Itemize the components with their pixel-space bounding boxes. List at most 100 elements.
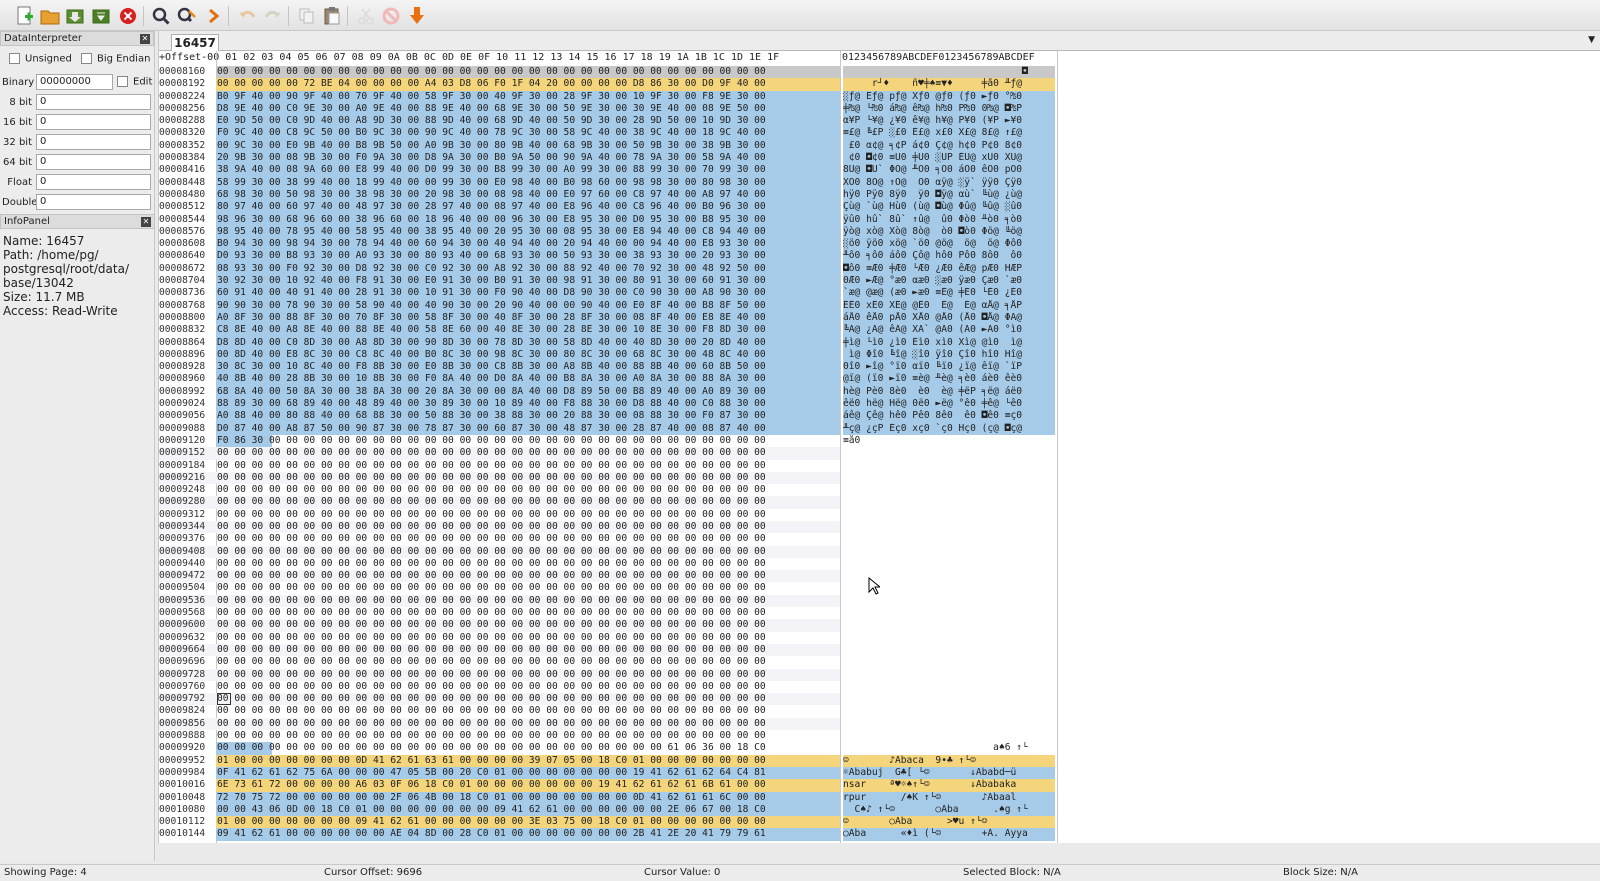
interpreter-value-field[interactable]: 0 <box>36 194 151 210</box>
binary-field[interactable]: 00000000 <box>36 74 113 90</box>
row-ascii[interactable]: ☼Ababuj G♣[ └☺ ↓Ababd─ü <box>843 766 1055 780</box>
row-ascii[interactable]: ░ö0 ÿö0 xö@ `ö0 @ö@ ö@ ö@ Φô0 <box>843 238 1055 251</box>
hex-row[interactable]: 00009440 00 00 00 00 00 00 00 00 00 00 00… <box>159 558 840 570</box>
hex-row[interactable]: 00008480 68 98 30 00 50 98 30 00 38 98 30… <box>159 188 1055 202</box>
row-ascii[interactable]: ì@ Φî0 ╚î@ ░î0 ÿî0 Çî0 hî0 Hî@ <box>843 348 1055 362</box>
paste-icon[interactable] <box>321 5 343 27</box>
row-bytes[interactable]: A0 8F 30 00 88 8F 30 00 70 8F 30 00 58 8… <box>216 311 840 325</box>
row-bytes[interactable]: 09 41 62 61 00 00 00 00 00 00 AE 04 8D 0… <box>216 828 840 841</box>
row-ascii[interactable]: hÿ0 Pÿ0 8ÿ0 ÿ0 ◘ÿ@ αù` ╚ù@ ¿ù@ <box>843 188 1055 202</box>
row-ascii[interactable]: ╚Ä@ ¿Ä@ êÄ@ XÄ` @Ä0 (Ä0 ►Ä0 °ì0 <box>843 324 1055 337</box>
hex-row[interactable]: 00009664 00 00 00 00 00 00 00 00 00 00 00… <box>159 643 840 657</box>
hex-row[interactable]: 00010144 09 41 62 61 00 00 00 00 00 00 AE… <box>159 828 1055 841</box>
hex-row[interactable]: 00008896 00 8D 40 00 E8 8C 30 00 C8 8C 40… <box>159 348 1055 362</box>
tab-16457[interactable]: 16457 <box>171 34 219 51</box>
row-bytes[interactable]: 00 00 00 00 00 00 00 00 00 00 00 00 00 0… <box>217 680 766 692</box>
cancel-icon[interactable] <box>380 5 402 27</box>
hex-row[interactable]: 00009536 00 00 00 00 00 00 00 00 00 00 00… <box>159 594 840 608</box>
row-bytes[interactable]: 00 00 00 00 00 00 00 00 00 00 00 00 00 0… <box>217 496 766 508</box>
row-bytes[interactable]: 00 00 00 00 00 00 00 00 00 00 00 00 00 0… <box>217 705 766 717</box>
row-bytes[interactable]: 00 00 00 00 00 00 00 00 00 00 00 00 00 0… <box>217 668 766 680</box>
row-bytes[interactable]: 98 95 40 00 78 95 40 00 58 95 40 00 38 9… <box>216 225 840 239</box>
row-ascii[interactable]: ◘ <box>843 66 1055 79</box>
row-bytes[interactable]: 00 00 00 00 00 00 00 00 00 00 00 00 00 0… <box>217 607 766 619</box>
hex-row[interactable]: 00008992 68 8A 40 00 50 8A 30 00 38 8A 30… <box>159 385 1055 399</box>
hex-row[interactable]: 00009184 00 00 00 00 00 00 00 00 00 00 00… <box>159 460 840 472</box>
find-replace-icon[interactable] <box>176 5 198 27</box>
hex-row[interactable]: 00009344 00 00 00 00 00 00 00 00 00 00 00… <box>159 520 840 534</box>
hex-row[interactable]: 00009888 00 00 00 00 00 00 00 00 00 00 00… <box>159 730 840 742</box>
hex-row[interactable]: 00010048 72 70 75 72 00 00 00 00 00 00 2F… <box>159 791 1055 804</box>
row-bytes[interactable]: 00 00 00 00 00 00 00 00 00 00 00 00 00 0… <box>217 582 766 594</box>
row-bytes[interactable]: E0 9D 50 00 C0 9D 40 00 A8 9D 30 00 88 9… <box>216 115 840 128</box>
row-bytes[interactable]: 80 97 40 00 60 97 40 00 48 97 30 00 28 9… <box>216 201 840 214</box>
unsigned-check-box[interactable] <box>9 53 20 64</box>
big-endian-checkbox[interactable]: Big Endian <box>81 53 150 65</box>
row-ascii[interactable]: α¥P └¥@ ¿¥0 ê¥@ h¥@ P¥0 (¥P ►¥0 <box>843 115 1055 128</box>
row-bytes[interactable]: 00 00 00 00 00 00 00 00 00 00 00 00 00 0… <box>217 533 766 545</box>
row-bytes[interactable]: 00 00 00 00 00 00 00 00 00 00 00 00 00 0… <box>217 459 766 471</box>
row-bytes[interactable]: 00 00 00 00 00 00 00 00 00 00 00 00 00 0… <box>217 631 766 643</box>
hex-row[interactable]: 00008448 58 99 30 00 38 99 40 00 18 99 40… <box>159 176 1055 189</box>
close-icon[interactable] <box>117 5 139 27</box>
row-ascii[interactable]: áê@ Çê@ hê0 Pê0 8ê0 ê0 ◘ê0 ≡ç0 <box>843 410 1055 423</box>
row-bytes[interactable]: 88 89 30 00 68 89 40 00 48 89 40 00 30 8… <box>216 398 840 411</box>
hex-row[interactable]: 00008640 D0 93 30 00 B8 93 30 00 A0 93 30… <box>159 250 1055 263</box>
hex-row[interactable]: 00010016 6E 73 61 72 00 00 00 00 A6 03 0F… <box>159 779 1055 792</box>
row-bytes[interactable]: D0 93 30 00 B8 93 30 00 A0 93 30 00 80 9… <box>216 250 840 263</box>
interpreter-value-field[interactable]: 0 <box>36 174 151 190</box>
hex-row[interactable]: 00009120 F0 86 30 00 00 00 00 00 00 00 00… <box>159 434 860 448</box>
row-bytes[interactable]: 01 00 00 00 00 00 00 00 0D 41 62 61 63 6… <box>216 754 840 767</box>
row-ascii[interactable]: ○Aba «♦ì (└☺ +A. Ayya <box>843 828 1055 841</box>
hex-row[interactable]: 00008384 20 9B 30 00 08 9B 30 00 F0 9A 30… <box>159 152 1055 165</box>
row-bytes[interactable]: 0F 41 62 61 62 75 6A 00 00 00 47 05 5B 0… <box>216 766 840 780</box>
row-bytes[interactable]: 00 00 00 00 00 00 00 00 00 00 00 00 00 0… <box>217 520 766 532</box>
row-ascii[interactable]: ¢0 ◘¢0 ≡Ü0 ╪Ü0 ░ÜP ÉÜ@ xÜ0 XÜ@ <box>843 152 1055 165</box>
interpreter-value-field[interactable]: 0 <box>36 134 151 150</box>
hex-row[interactable]: 00009216 00 00 00 00 00 00 00 00 00 00 00… <box>159 471 840 485</box>
row-ascii[interactable]: rpur /♠K ↑└☺ ♪Abaal <box>843 791 1055 804</box>
hex-row[interactable]: 00008864 D8 8D 40 00 C0 8D 30 00 A8 8D 30… <box>159 336 1055 349</box>
row-bytes[interactable]: C8 8E 40 00 A8 8E 40 00 88 8E 40 00 58 8… <box>216 324 840 337</box>
row-ascii[interactable]: ╪₧@ └₧0 á₧@ ê₧@ h₧0 P₧0 0₧@ ◘₧P <box>843 102 1055 116</box>
row-ascii[interactable]: ÿû0 hû` 8û` ↑û@ û0 Φò0 ╨ò0 ╕ò0 <box>843 213 1055 226</box>
hex-row[interactable]: 00010112 01 00 00 00 00 00 00 00 09 41 62… <box>159 816 1055 829</box>
hex-row[interactable]: 00008704 30 92 30 00 10 92 40 00 F8 91 30… <box>159 275 1055 288</box>
save-as-icon[interactable] <box>90 5 112 27</box>
hex-row[interactable]: 00008416 38 9A 40 00 08 9A 60 00 E8 99 40… <box>159 164 1055 177</box>
row-bytes[interactable]: 00 00 00 00 00 72 BE 04 00 00 00 00 A4 0… <box>216 78 840 91</box>
hex-row[interactable]: 00009728 00 00 00 00 00 00 00 00 00 00 00… <box>159 668 840 681</box>
hex-row[interactable]: 00009408 00 00 00 00 00 00 00 00 00 00 00… <box>159 545 840 558</box>
row-bytes[interactable]: 08 93 30 00 F0 92 30 00 D8 92 30 00 C0 9… <box>216 262 840 276</box>
row-bytes[interactable]: 00 00 00 00 00 00 00 00 00 00 00 00 00 0… <box>217 693 766 705</box>
row-ascii[interactable]: êë0 hë@ Hë@ 0ë0 ►ë@ °ê0 ╪ê@ └ê0 <box>843 398 1055 411</box>
row-bytes[interactable]: F0 86 30 00 00 00 00 00 00 00 00 00 00 0… <box>216 434 840 448</box>
hex-row[interactable]: 00009632 00 00 00 00 00 00 00 00 00 00 00… <box>159 632 840 644</box>
row-bytes[interactable]: 58 99 30 00 38 99 40 00 18 99 40 00 00 9… <box>216 176 840 189</box>
row-ascii[interactable]: r┘♦ ñ♥╪♠≡▼♦ ╪å0 ╨ƒ@ <box>843 78 1055 91</box>
row-bytes[interactable]: 00 00 00 00 00 00 00 00 00 00 00 00 00 0… <box>217 545 766 557</box>
hex-row[interactable]: 00009824 00 00 00 00 00 00 00 00 00 00 00… <box>159 705 840 717</box>
hex-row[interactable]: 00009600 00 00 00 00 00 00 00 00 00 00 00… <box>159 619 840 632</box>
hex-row[interactable]: 00009760 00 00 00 00 00 00 00 00 00 00 00… <box>159 681 840 693</box>
row-bytes[interactable]: 68 98 30 00 50 98 30 00 38 98 30 00 20 9… <box>216 188 840 202</box>
row-bytes[interactable]: 00 00 00 00 00 00 00 00 00 00 00 00 00 0… <box>217 570 766 582</box>
close-panel-icon[interactable]: ✕ <box>141 217 151 227</box>
new-file-icon[interactable] <box>14 5 36 27</box>
interpreter-value-field[interactable]: 0 <box>36 154 151 170</box>
row-bytes[interactable]: A0 88 40 00 80 88 40 00 68 88 30 00 50 8… <box>216 410 840 423</box>
row-bytes[interactable]: 00 00 00 00 00 00 00 00 00 00 00 00 00 0… <box>217 471 766 483</box>
row-ascii[interactable]: ≡£@ ╚£P ░£0 É£@ x£0 X£@ 8£@ ↑£@ <box>843 127 1055 140</box>
row-bytes[interactable]: B0 9F 40 00 90 9F 40 00 70 9F 40 00 58 9… <box>216 90 840 103</box>
hex-row[interactable]: 00009568 00 00 00 00 00 00 00 00 00 00 00… <box>159 607 840 619</box>
row-ascii[interactable]: áÅ0 êÅ0 pÅ0 XÅ0 @Å0 (Å0 ◘Å@ ΦÄ@ <box>843 311 1055 325</box>
hex-row[interactable]: 00009024 88 89 30 00 68 89 40 00 48 89 40… <box>159 398 1055 411</box>
hex-row[interactable]: 00008576 98 95 40 00 78 95 40 00 58 95 40… <box>159 225 1055 239</box>
tab-menu-icon[interactable]: ▼ <box>1588 35 1595 45</box>
row-bytes[interactable]: 60 91 40 00 40 91 40 00 28 91 30 00 10 9… <box>216 287 840 300</box>
row-ascii[interactable]: ☺ ♪Abaca 9•♣ ↑└☺ <box>843 754 1055 767</box>
edit-checkbox[interactable]: Edit <box>117 76 152 88</box>
row-bytes[interactable]: 00 00 00 00 00 00 00 00 00 00 00 00 00 0… <box>217 643 766 655</box>
hex-row[interactable]: 00009952 01 00 00 00 00 00 00 00 0D 41 62… <box>159 754 1055 767</box>
hex-row[interactable]: 00009504 00 00 00 00 00 00 00 00 00 00 00… <box>159 582 840 594</box>
